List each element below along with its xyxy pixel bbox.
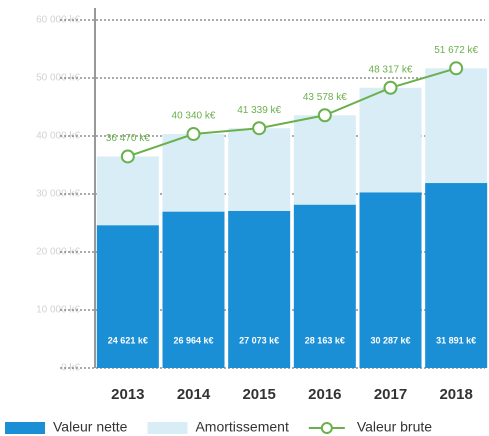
bar-value-label: 24 621 k€: [108, 335, 148, 345]
bar: [162, 134, 225, 212]
x-tick-label: 2016: [308, 386, 341, 403]
bar: [228, 210, 291, 368]
x-tick-label: 2017: [374, 386, 407, 403]
bar: [96, 156, 159, 226]
line-value-label: 36 470 k€: [106, 133, 150, 144]
bar-value-label: 27 073 k€: [239, 335, 279, 345]
x-tick-label: 2013: [111, 386, 144, 403]
y-tick-label: 0 k€: [61, 363, 80, 374]
line-value-label: 40 340 k€: [172, 111, 216, 122]
bar: [425, 68, 488, 184]
line-value-label: 48 317 k€: [369, 64, 413, 75]
line-point: [383, 80, 398, 95]
line-point: [120, 149, 135, 164]
bar: [425, 183, 488, 368]
bar: [359, 192, 422, 368]
bar-value-label: 26 964 k€: [173, 335, 213, 345]
y-tick-label: 30 000 k€: [36, 189, 80, 200]
legend-swatch: [5, 422, 45, 434]
line-point: [186, 127, 201, 142]
bar: [293, 204, 356, 368]
line-value-label: 51 672 k€: [434, 45, 478, 56]
x-tick-label: 2018: [439, 386, 472, 403]
bar: [293, 115, 356, 205]
y-tick-label: 10 000 k€: [36, 305, 80, 316]
line: [127, 67, 457, 158]
bar: [96, 225, 159, 368]
bar: [162, 211, 225, 368]
bar-value-label: 31 891 k€: [436, 335, 476, 345]
y-tick-label: 50 000 k€: [36, 73, 80, 84]
legend-label: Amortissement: [195, 419, 288, 435]
bar-value-label: 30 287 k€: [370, 335, 410, 345]
legend-label: Valeur brute: [357, 419, 432, 435]
line-point: [317, 108, 332, 123]
legend-marker: [320, 422, 333, 434]
bar: [359, 87, 422, 193]
bar: [228, 128, 291, 211]
line-value-label: 41 339 k€: [237, 105, 281, 116]
x-tick-label: 2015: [242, 386, 275, 403]
y-tick-label: 60 000 k€: [36, 15, 80, 26]
y-tick-label: 20 000 k€: [36, 247, 80, 258]
legend-label: Valeur nette: [53, 419, 128, 435]
line-point: [252, 121, 267, 136]
line-value-label: 43 578 k€: [303, 92, 347, 103]
y-tick-label: 40 000 k€: [36, 131, 80, 142]
line-point: [449, 61, 464, 76]
x-tick-label: 2014: [177, 386, 211, 403]
bar-value-label: 28 163 k€: [305, 335, 345, 345]
legend-swatch: [147, 422, 188, 434]
